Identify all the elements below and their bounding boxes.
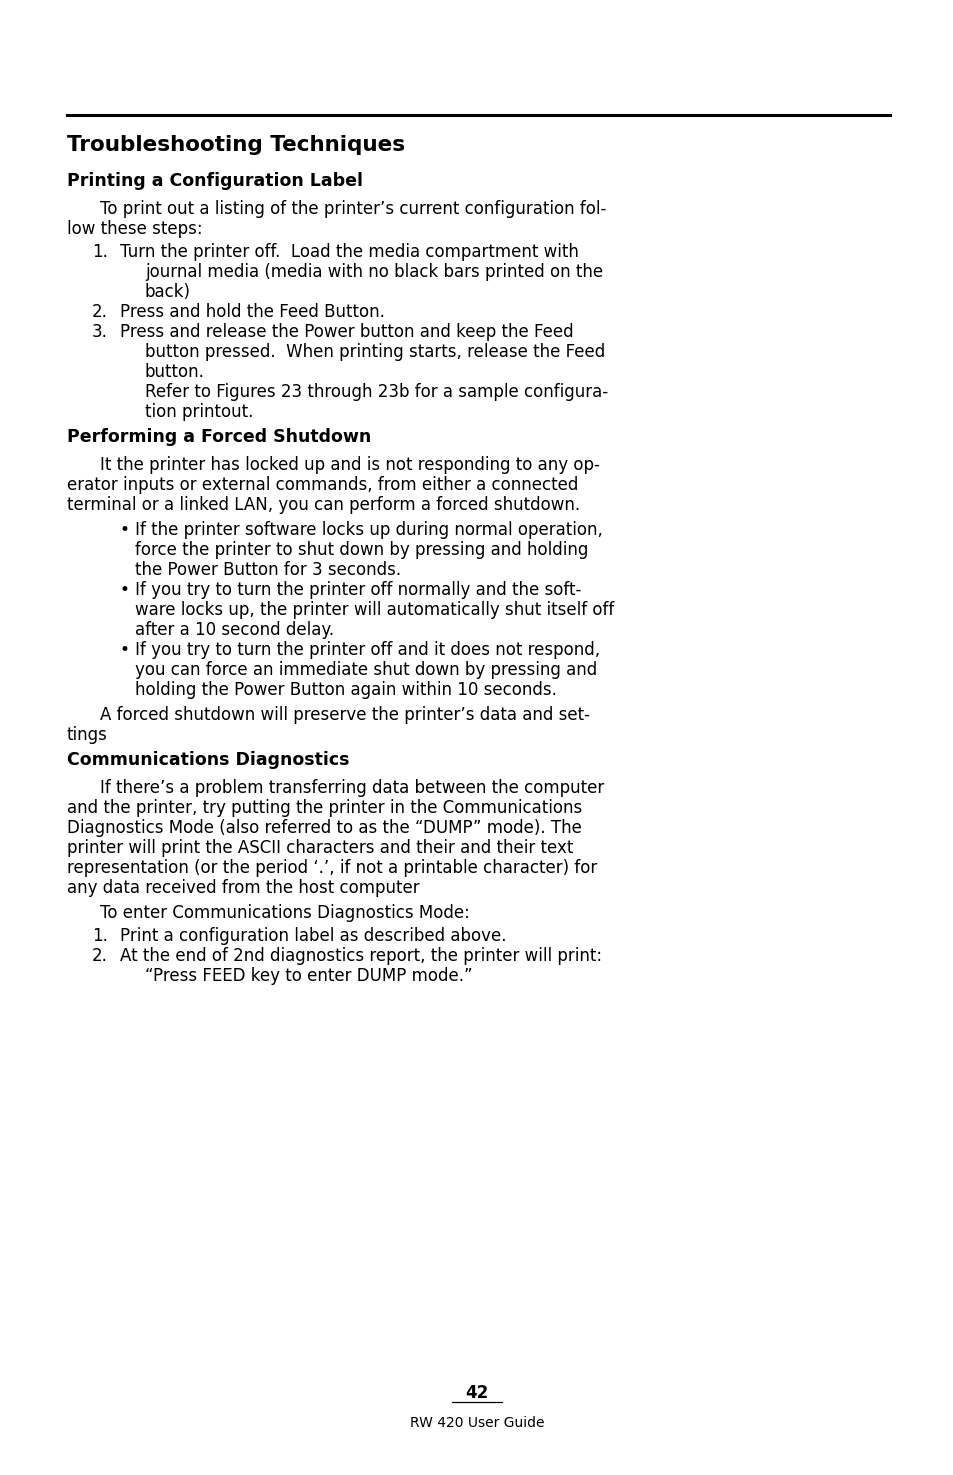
Text: after a 10 second delay.: after a 10 second delay. — [135, 621, 334, 639]
Text: the Power Button for 3 seconds.: the Power Button for 3 seconds. — [135, 560, 400, 580]
Text: Press and release the Power button and keep the Feed: Press and release the Power button and k… — [120, 323, 573, 341]
Text: button pressed.  When printing starts, release the Feed: button pressed. When printing starts, re… — [145, 344, 604, 361]
Text: journal media (media with no black bars printed on the: journal media (media with no black bars … — [145, 263, 602, 282]
Text: Performing a Forced Shutdown: Performing a Forced Shutdown — [67, 428, 371, 445]
Text: force the printer to shut down by pressing and holding: force the printer to shut down by pressi… — [135, 541, 588, 559]
Text: tings: tings — [67, 726, 108, 743]
Text: At the end of 2nd diagnostics report, the printer will print:: At the end of 2nd diagnostics report, th… — [120, 947, 601, 965]
Text: Print a configuration label as described above.: Print a configuration label as described… — [120, 926, 506, 945]
Text: • If you try to turn the printer off normally and the soft-: • If you try to turn the printer off nor… — [120, 581, 580, 599]
Text: tion printout.: tion printout. — [145, 403, 253, 420]
Text: 1.: 1. — [91, 926, 108, 945]
Text: printer will print the ASCII characters and their and their text: printer will print the ASCII characters … — [67, 839, 573, 857]
Text: If there’s a problem transferring data between the computer: If there’s a problem transferring data b… — [100, 779, 603, 797]
Text: 1.: 1. — [91, 243, 108, 261]
Text: It the printer has locked up and is not responding to any op-: It the printer has locked up and is not … — [100, 456, 599, 473]
Text: 2.: 2. — [91, 302, 108, 322]
Text: • If you try to turn the printer off and it does not respond,: • If you try to turn the printer off and… — [120, 642, 599, 659]
Text: ware locks up, the printer will automatically shut itself off: ware locks up, the printer will automati… — [135, 600, 614, 620]
Text: To print out a listing of the printer’s current configuration fol-: To print out a listing of the printer’s … — [100, 201, 606, 218]
Text: holding the Power Button again within 10 seconds.: holding the Power Button again within 10… — [135, 681, 557, 699]
Text: RW 420 User Guide: RW 420 User Guide — [410, 1416, 543, 1429]
Text: back): back) — [145, 283, 191, 301]
Text: you can force an immediate shut down by pressing and: you can force an immediate shut down by … — [135, 661, 597, 679]
Text: erator inputs or external commands, from either a connected: erator inputs or external commands, from… — [67, 476, 578, 494]
Text: 2.: 2. — [91, 947, 108, 965]
Text: 42: 42 — [465, 1384, 488, 1403]
Text: Printing a Configuration Label: Printing a Configuration Label — [67, 173, 363, 190]
Text: “Press FEED key to enter DUMP mode.”: “Press FEED key to enter DUMP mode.” — [145, 968, 472, 985]
Text: low these steps:: low these steps: — [67, 220, 202, 237]
Text: 3.: 3. — [91, 323, 108, 341]
Text: Diagnostics Mode (also referred to as the “DUMP” mode). The: Diagnostics Mode (also referred to as th… — [67, 819, 581, 836]
Text: • If the printer software locks up during normal operation,: • If the printer software locks up durin… — [120, 521, 602, 538]
Text: any data received from the host computer: any data received from the host computer — [67, 879, 419, 897]
Text: representation (or the period ‘.’, if not a printable character) for: representation (or the period ‘.’, if no… — [67, 858, 597, 878]
Text: Communications Diagnostics: Communications Diagnostics — [67, 751, 349, 768]
Text: Troubleshooting Techniques: Troubleshooting Techniques — [67, 136, 405, 155]
Text: terminal or a linked LAN, you can perform a forced shutdown.: terminal or a linked LAN, you can perfor… — [67, 496, 579, 513]
Text: button.: button. — [145, 363, 205, 381]
Text: A forced shutdown will preserve the printer’s data and set-: A forced shutdown will preserve the prin… — [100, 707, 589, 724]
Text: Turn the printer off.  Load the media compartment with: Turn the printer off. Load the media com… — [120, 243, 578, 261]
Text: and the printer, try putting the printer in the Communications: and the printer, try putting the printer… — [67, 799, 581, 817]
Text: Press and hold the Feed Button.: Press and hold the Feed Button. — [120, 302, 384, 322]
Text: Refer to Figures 23 through 23b for a sample configura-: Refer to Figures 23 through 23b for a sa… — [145, 384, 607, 401]
Text: To enter Communications Diagnostics Mode:: To enter Communications Diagnostics Mode… — [100, 904, 470, 922]
